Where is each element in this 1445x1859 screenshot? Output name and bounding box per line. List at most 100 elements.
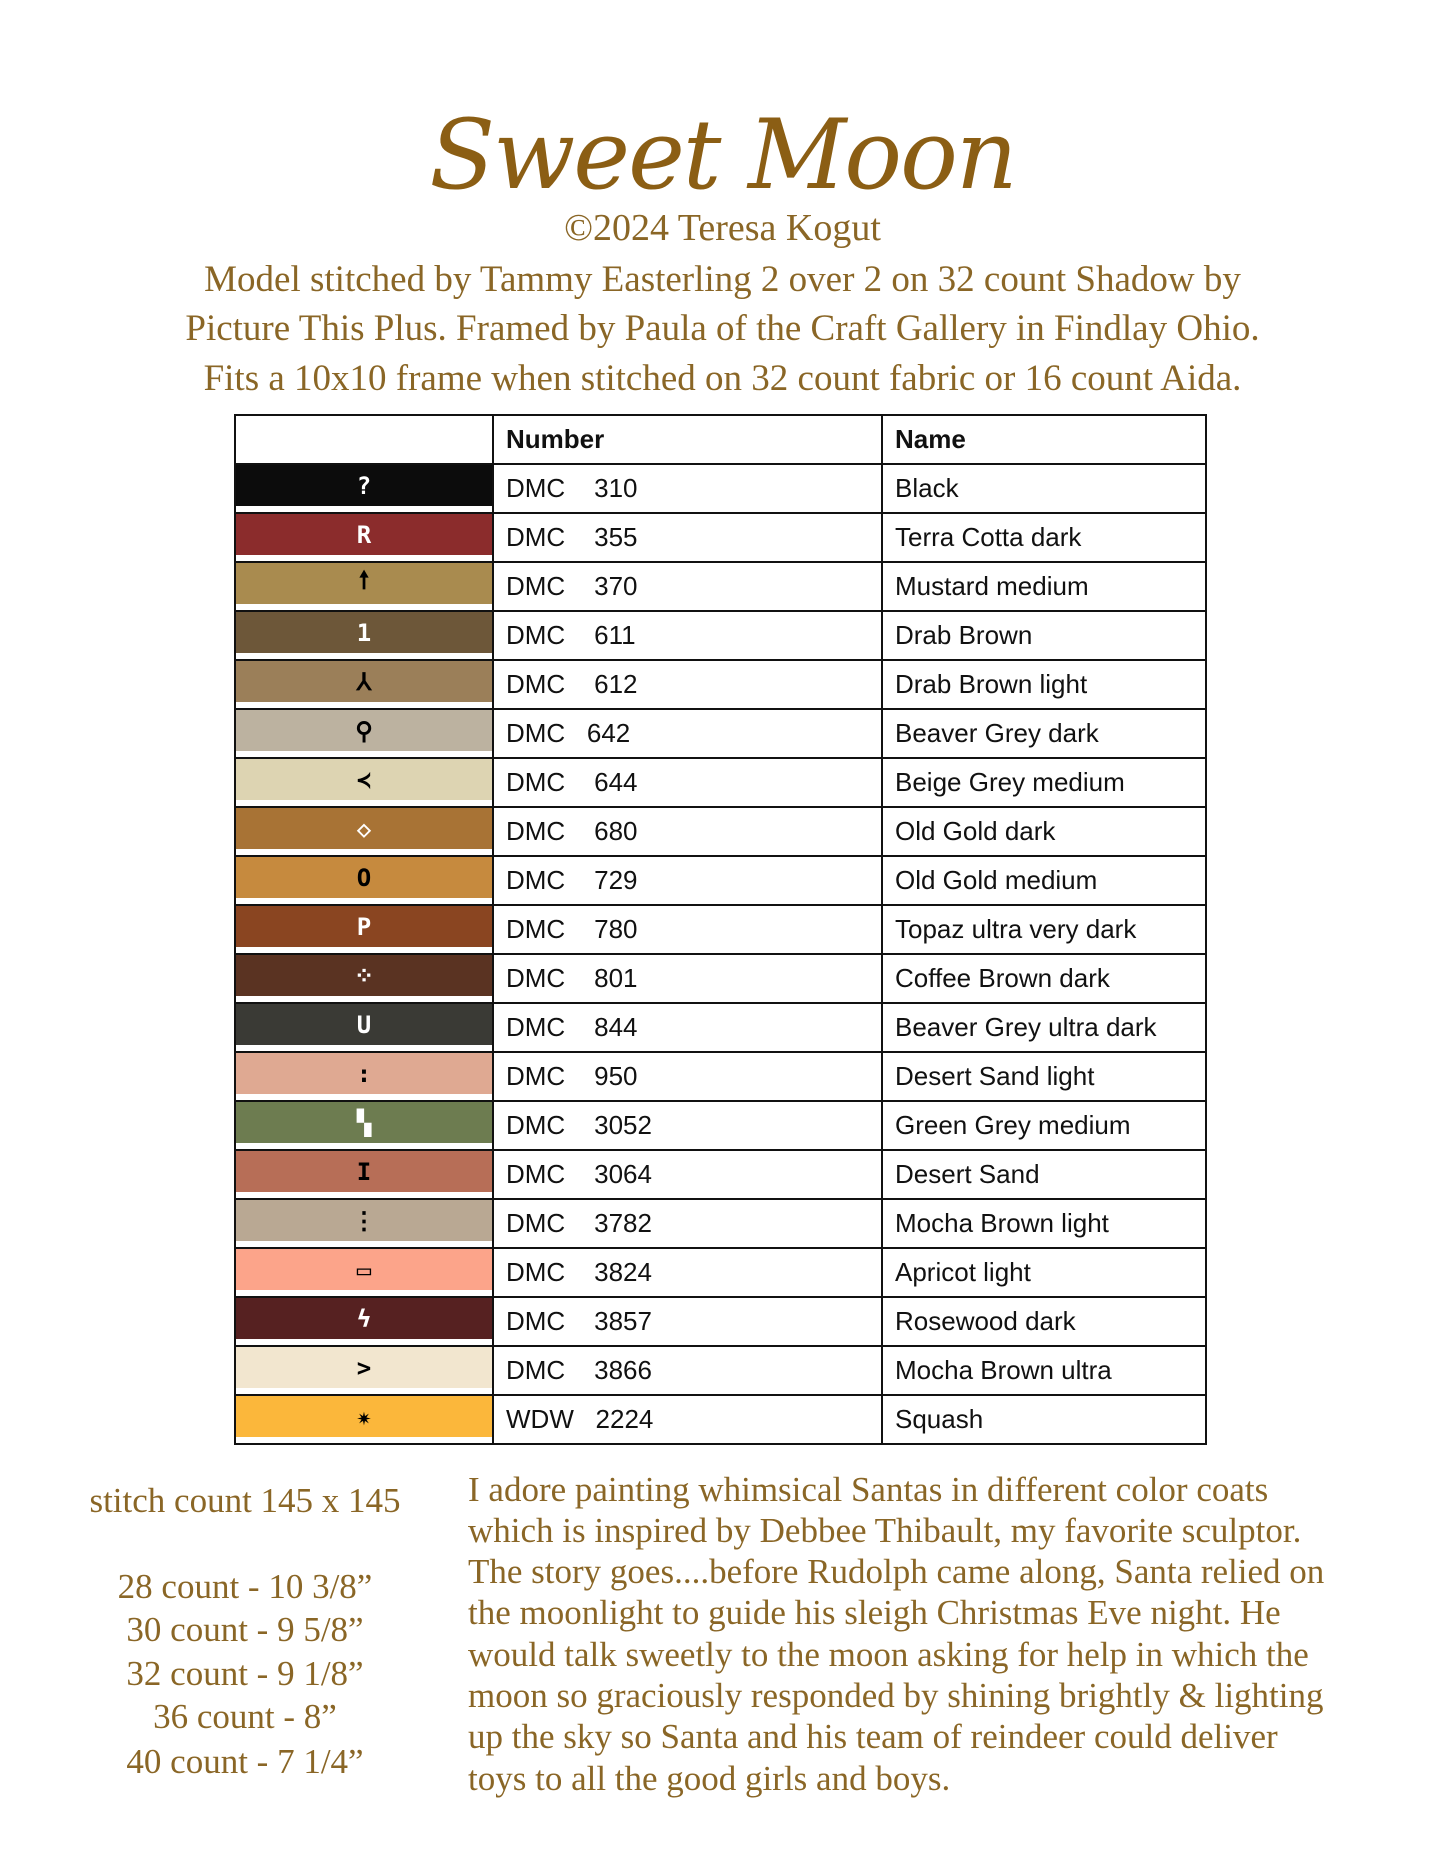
color-swatch: ⁘ [234, 953, 494, 1004]
table-row: ⁘ DMC 801 Coffee Brown dark [234, 953, 1207, 1004]
floss-name: Rosewood dark [881, 1296, 1207, 1347]
color-swatch: P [234, 904, 494, 955]
floss-number: DMC 780 [492, 904, 883, 955]
table-row: U DMC 844 Beaver Grey ultra dark [234, 1002, 1207, 1053]
color-swatch: 1 [234, 610, 494, 661]
color-swatch: U [234, 1002, 494, 1053]
color-swatch: ▚ [234, 1100, 494, 1151]
color-swatch: R [234, 512, 494, 563]
table-row: P DMC 780 Topaz ultra very dark [234, 904, 1207, 955]
floss-name: Mocha Brown ultra [881, 1345, 1207, 1396]
table-row: 🠕 DMC 370 Mustard medium [234, 561, 1207, 612]
story-line: which is inspired by Debbee Thibault, my… [468, 1511, 1302, 1550]
table-row: ⋮ DMC 3782 Mocha Brown light [234, 1198, 1207, 1249]
floss-number: DMC 3052 [492, 1100, 883, 1151]
floss-number: DMC 3064 [492, 1149, 883, 1200]
chart-symbol: ? [236, 465, 492, 506]
chart-symbol: 🠕 [236, 563, 492, 604]
floss-name: Mustard medium [881, 561, 1207, 612]
floss-name: Desert Sand [881, 1149, 1207, 1200]
table-row: ◇ DMC 680 Old Gold dark [234, 806, 1207, 857]
table-row: : DMC 950 Desert Sand light [234, 1051, 1207, 1102]
color-swatch: : [234, 1051, 494, 1102]
color-swatch: O [234, 855, 494, 906]
story-line: I adore painting whimsical Santas in dif… [468, 1470, 1269, 1509]
floss-number: DMC 611 [492, 610, 883, 661]
story-line: up the sky so Santa and his team of rein… [468, 1717, 1278, 1756]
floss-name: Apricot light [881, 1247, 1207, 1298]
floss-name: Drab Brown [881, 610, 1207, 661]
table-row: ⚲ DMC 642 Beaver Grey dark [234, 708, 1207, 759]
table-row: ▚ DMC 3052 Green Grey medium [234, 1100, 1207, 1151]
table-row: O DMC 729 Old Gold medium [234, 855, 1207, 906]
floss-name: Green Grey medium [881, 1100, 1207, 1151]
color-swatch: ≺ [234, 757, 494, 808]
floss-name: Drab Brown light [881, 659, 1207, 710]
chart-symbol: 1 [236, 612, 492, 653]
chart-symbol: O [236, 857, 492, 898]
floss-number: DMC 3824 [492, 1247, 883, 1298]
story-line: toys to all the good girls and boys. [468, 1759, 951, 1798]
floss-number: DMC 3857 [492, 1296, 883, 1347]
pattern-title: Sweet Moon [429, 99, 1017, 211]
floss-name: Beaver Grey dark [881, 708, 1207, 759]
chart-symbol: ⅄ [236, 661, 492, 702]
color-swatch: ◇ [234, 806, 494, 857]
floss-name: Mocha Brown light [881, 1198, 1207, 1249]
intro-line: Picture This Plus. Framed by Paula of th… [185, 308, 1260, 349]
chart-symbol: > [236, 1347, 492, 1388]
floss-number: DMC 680 [492, 806, 883, 857]
color-swatch: ▭ [234, 1247, 494, 1298]
chart-symbol: ⁘ [236, 955, 492, 996]
color-swatch: ⋮ [234, 1198, 494, 1249]
table-row: ϟ DMC 3857 Rosewood dark [234, 1296, 1207, 1347]
color-swatch: ✷ [234, 1394, 494, 1445]
finished-size: 32 count - 9 1/8” [126, 1654, 364, 1693]
table-row: ? DMC 310 Black [234, 463, 1207, 514]
story-line: would talk sweetly to the moon asking fo… [468, 1635, 1309, 1674]
color-swatch: > [234, 1345, 494, 1396]
table-row: I DMC 3064 Desert Sand [234, 1149, 1207, 1200]
floss-number: DMC 310 [492, 463, 883, 514]
header-number: Number [492, 414, 883, 465]
copyright: ©2024 Teresa Kogut [564, 207, 881, 249]
floss-name: Desert Sand light [881, 1051, 1207, 1102]
color-swatch: I [234, 1149, 494, 1200]
floss-number: DMC 844 [492, 1002, 883, 1053]
chart-symbol: P [236, 906, 492, 947]
floss-name: Beaver Grey ultra dark [881, 1002, 1207, 1053]
floss-number: DMC 801 [492, 953, 883, 1004]
chart-symbol: R [236, 514, 492, 555]
table-row: 1 DMC 611 Drab Brown [234, 610, 1207, 661]
chart-symbol: ϟ [236, 1298, 492, 1339]
floss-name: Old Gold dark [881, 806, 1207, 857]
color-swatch: ⚲ [234, 708, 494, 759]
finished-size: 28 count - 10 3/8” [117, 1567, 373, 1606]
floss-number: DMC 3782 [492, 1198, 883, 1249]
finished-size: 30 count - 9 5/8” [126, 1610, 364, 1649]
story-line: The story goes....before Rudolph came al… [468, 1552, 1325, 1591]
floss-name: Old Gold medium [881, 855, 1207, 906]
floss-number: WDW 2224 [492, 1394, 883, 1445]
table-row: ▭ DMC 3824 Apricot light [234, 1247, 1207, 1298]
chart-symbol: ◇ [236, 808, 492, 849]
floss-name: Beige Grey medium [881, 757, 1207, 808]
chart-symbol: ⋮ [236, 1200, 492, 1241]
floss-name: Coffee Brown dark [881, 953, 1207, 1004]
chart-symbol: : [236, 1053, 492, 1094]
floss-number: DMC 3866 [492, 1345, 883, 1396]
chart-symbol: ⚲ [236, 710, 492, 751]
table-row: ⅄ DMC 612 Drab Brown light [234, 659, 1207, 710]
table-header-row: Number Name [234, 414, 1207, 465]
intro-line: Model stitched by Tammy Easterling 2 ove… [204, 259, 1241, 300]
story-line: moon so graciously responded by shining … [468, 1676, 1324, 1715]
floss-name: Topaz ultra very dark [881, 904, 1207, 955]
floss-number: DMC 612 [492, 659, 883, 710]
table-row: ≺ DMC 644 Beige Grey medium [234, 757, 1207, 808]
finished-size: 40 count - 7 1/4” [126, 1742, 364, 1781]
floss-number: DMC 950 [492, 1051, 883, 1102]
color-swatch: ⅄ [234, 659, 494, 710]
header-name: Name [881, 414, 1207, 465]
color-swatch: 🠕 [234, 561, 494, 612]
color-swatch: ϟ [234, 1296, 494, 1347]
